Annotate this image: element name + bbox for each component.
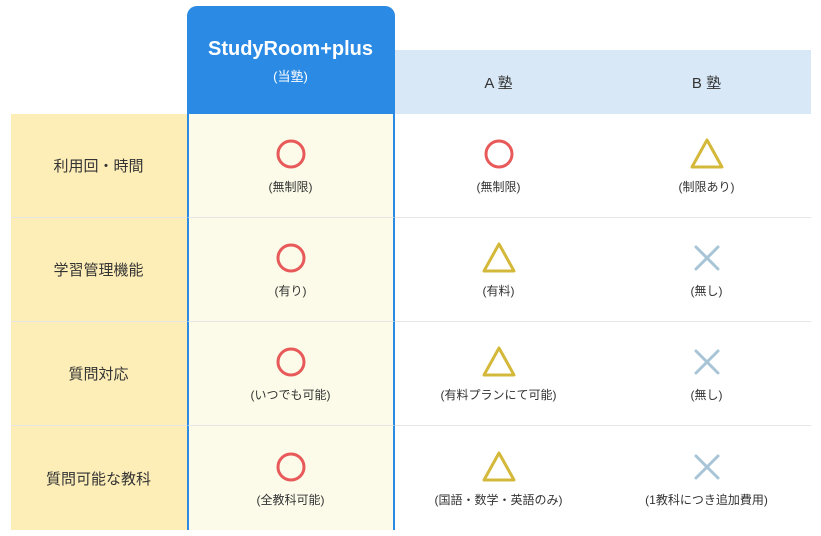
cell-caption: (全教科可能) xyxy=(257,491,325,508)
header-row: StudyRoom+plus (当塾) A 塾 B 塾 xyxy=(11,6,811,114)
circle-icon xyxy=(273,344,309,380)
cell-caption: (有料) xyxy=(483,282,515,299)
cell-a: (国語・数学・英語のみ) xyxy=(395,426,603,530)
cell-a: (有料プランにて可能) xyxy=(395,322,603,426)
row-label: 利用回・時間 xyxy=(11,114,187,218)
triangle-icon xyxy=(689,136,725,172)
row-label: 質問対応 xyxy=(11,322,187,426)
cell-caption: (有り) xyxy=(275,282,307,299)
cross-icon xyxy=(689,240,725,276)
header-primary-title: StudyRoom+plus xyxy=(208,36,373,62)
cell-b: (制限あり) xyxy=(603,114,811,218)
cell-primary: (全教科可能) xyxy=(187,426,395,530)
header-b: B 塾 xyxy=(603,50,811,114)
cell-caption: (1教科につき追加費用) xyxy=(645,491,768,508)
cell-caption: (いつでも可能) xyxy=(251,386,331,403)
header-primary: StudyRoom+plus (当塾) xyxy=(187,6,395,114)
header-empty xyxy=(11,6,187,114)
header-a: A 塾 xyxy=(395,50,603,114)
cell-b: (無し) xyxy=(603,218,811,322)
circle-icon xyxy=(481,136,517,172)
cell-caption: (国語・数学・英語のみ) xyxy=(435,491,563,508)
cell-caption: (有料プランにて可能) xyxy=(441,386,557,403)
cell-primary: (無制限) xyxy=(187,114,395,218)
circle-icon xyxy=(273,136,309,172)
cell-primary: (有り) xyxy=(187,218,395,322)
cross-icon xyxy=(689,449,725,485)
circle-icon xyxy=(273,240,309,276)
row-label: 質問可能な教科 xyxy=(11,426,187,530)
cell-caption: (制限あり) xyxy=(679,178,735,195)
row-label: 学習管理機能 xyxy=(11,218,187,322)
table-row: 利用回・時間 (無制限) (無制限) (制限あり) xyxy=(11,114,811,218)
cross-icon xyxy=(689,344,725,380)
cell-caption: (無制限) xyxy=(269,178,313,195)
table-row: 学習管理機能 (有り) (有料) (無し) xyxy=(11,218,811,322)
table-row: 質問可能な教科 (全教科可能) (国語・数学・英語のみ) (1教科につき追加費用… xyxy=(11,426,811,530)
header-primary-subtitle: (当塾) xyxy=(273,66,308,85)
cell-caption: (無し) xyxy=(691,282,723,299)
circle-icon xyxy=(273,449,309,485)
cell-a: (有料) xyxy=(395,218,603,322)
cell-a: (無制限) xyxy=(395,114,603,218)
triangle-icon xyxy=(481,449,517,485)
comparison-table: StudyRoom+plus (当塾) A 塾 B 塾 利用回・時間 (無制限)… xyxy=(11,6,811,530)
triangle-icon xyxy=(481,240,517,276)
triangle-icon xyxy=(481,344,517,380)
table-row: 質問対応 (いつでも可能) (有料プランにて可能) (無し) xyxy=(11,322,811,426)
cell-b: (無し) xyxy=(603,322,811,426)
cell-primary: (いつでも可能) xyxy=(187,322,395,426)
cell-b: (1教科につき追加費用) xyxy=(603,426,811,530)
cell-caption: (無制限) xyxy=(477,178,521,195)
cell-caption: (無し) xyxy=(691,386,723,403)
